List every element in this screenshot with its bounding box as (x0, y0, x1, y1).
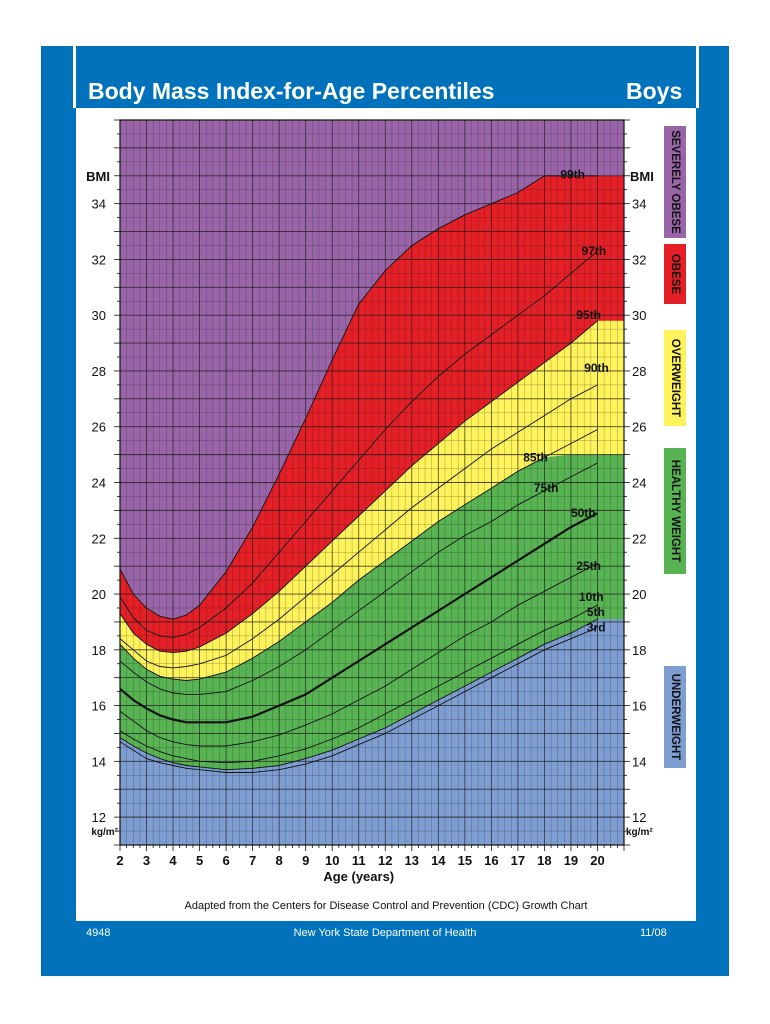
x-tick-label: 5 (196, 853, 203, 868)
percentile-curve-99th (119, 175, 598, 620)
percentile-curve-50th (119, 512, 599, 724)
x-tick-label: 16 (484, 853, 498, 868)
y-tick-label-left: 18 (92, 643, 106, 658)
y-axis-label-right: BMI (630, 169, 654, 184)
x-tick-label: 14 (431, 853, 446, 868)
curve-label-50th: 50th (571, 506, 596, 520)
x-tick-label: 2 (116, 853, 123, 868)
y-tick-label-left: 16 (92, 699, 106, 714)
curve-label-97th: 97th (582, 244, 607, 258)
y-tick-label-left: 20 (92, 587, 106, 602)
x-tick-label: 12 (378, 853, 392, 868)
x-tick-label: 18 (537, 853, 551, 868)
curve-label-99th: 99th (560, 167, 585, 181)
y-tick-label-left: 32 (92, 252, 106, 267)
bmi-chart: 3rd5th10th25th50th75th85th90th95th97th99… (86, 119, 686, 884)
chart-title: Body Mass Index-for-Age Percentiles (88, 78, 495, 104)
y-tick-label-right: 18 (632, 643, 646, 658)
percentile-curve-10th (119, 604, 598, 764)
y-tick-label-left: 28 (92, 364, 106, 379)
zone-label-obese: OBESE (669, 254, 681, 295)
y-axis-label-left: BMI (86, 169, 110, 184)
curve-label-75th: 75th (534, 481, 559, 495)
x-axis-label: Age (years) (323, 869, 394, 884)
percentile-curve-5th (119, 618, 598, 771)
curve-label-10th: 10th (579, 590, 604, 604)
x-tick-label: 7 (249, 853, 256, 868)
y-tick-label-right: 24 (632, 476, 646, 491)
y-tick-label-left: 22 (92, 531, 106, 546)
y-tick-label-right: 20 (632, 587, 646, 602)
x-tick-label: 19 (564, 853, 578, 868)
curve-label-3rd: 3rd (587, 621, 606, 635)
chart-subtitle: Boys (626, 78, 683, 104)
curve-label-85th: 85th (523, 450, 548, 464)
zone-box-obese (664, 244, 686, 304)
chart-panel: 3rd 5th 10th 25th 50th 75th 85th 90th 95th 97th 99… (76, 108, 696, 921)
curve-label-90th: 90th (584, 361, 609, 375)
y-tick-label-right: 30 (632, 308, 646, 323)
y-tick-label-left: 26 (92, 420, 106, 435)
percentile-curve-85th (119, 429, 598, 681)
percentile-curve-97th (119, 250, 598, 638)
x-tick-label: 11 (352, 853, 366, 868)
zone-box-healthy-weight (664, 448, 686, 574)
x-tick-label: 13 (405, 853, 419, 868)
footer-date: 11/08 (640, 927, 667, 939)
footer-form-number: 4948 (86, 927, 111, 939)
header-divider-left (73, 46, 76, 108)
y-tick-label-right: 16 (632, 699, 646, 714)
y-tick-label-right: 14 (632, 754, 646, 769)
x-tick-label: 10 (325, 853, 339, 868)
percentile-curve-25th (119, 563, 598, 747)
header-divider-right (696, 46, 699, 108)
y-tick-label-left: 14 (92, 754, 106, 769)
x-tick-label: 6 (222, 853, 229, 868)
y-tick-label-left: 24 (92, 476, 106, 491)
x-tick-label: 17 (511, 853, 525, 868)
zone-label-overweight: OVERWEIGHT (669, 339, 681, 417)
curve-label-25th: 25th (576, 559, 601, 573)
percentile-curve-75th (119, 462, 598, 695)
y-tick-label-right: 34 (632, 197, 646, 212)
x-tick-label: 3 (143, 853, 150, 868)
y-unit-label-right: kg/m² (626, 827, 653, 838)
percentile-curve-90th (119, 384, 598, 669)
y-tick-label-left: 30 (92, 308, 106, 323)
source-note: Adapted from the Centers for Disease Con… (184, 900, 588, 912)
y-tick-label-right: 22 (632, 531, 646, 546)
curve-label-95th: 95th (576, 308, 601, 322)
zone-box-underweight (664, 666, 686, 768)
zone-label-healthy-weight: HEALTHY WEIGHT (669, 460, 681, 562)
zone-box-severely-obese (664, 126, 686, 238)
x-tick-label: 4 (169, 853, 177, 868)
x-tick-label: 15 (458, 853, 472, 868)
curve-label-5th: 5th (587, 605, 605, 619)
y-unit-label-left: kg/m² (91, 827, 118, 838)
y-tick-label-right: 32 (632, 252, 646, 267)
y-tick-label-right: 26 (632, 420, 646, 435)
x-tick-label: 9 (302, 853, 309, 868)
percentile-curve-95th (119, 320, 598, 654)
y-tick-label-right: 28 (632, 364, 646, 379)
x-tick-label: 20 (590, 853, 604, 868)
y-tick-label-left: 12 (92, 810, 106, 825)
zone-box-overweight (664, 330, 686, 426)
zone-label-severely-obese: SEVERELY OBESE (669, 130, 681, 234)
footer-publisher: New York State Department of Health (293, 927, 477, 939)
y-tick-label-left: 34 (92, 197, 106, 212)
zone-label-underweight: UNDERWEIGHT (669, 674, 681, 761)
y-tick-label-right: 12 (632, 810, 646, 825)
x-tick-label: 8 (276, 853, 283, 868)
percentile-curve-3rd (119, 627, 598, 773)
